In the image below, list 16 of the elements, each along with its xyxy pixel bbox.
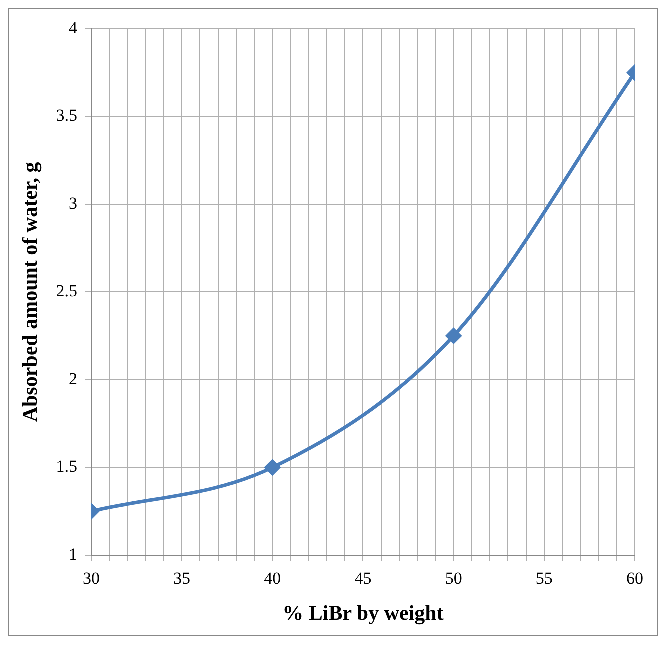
y-tick-label: 2.5 — [56, 282, 78, 301]
x-tick-label: 50 — [445, 569, 462, 588]
y-tick-label: 4 — [68, 18, 78, 38]
x-tick-label: 55 — [536, 569, 553, 588]
y-tick-label: 1.5 — [56, 457, 78, 476]
x-axis-title: % LiBr by weight — [282, 600, 444, 625]
y-tick-label: 3 — [68, 194, 78, 213]
y-tick-label: 1 — [68, 544, 78, 564]
y-axis-title: Absorbed amount of water, g — [18, 162, 42, 422]
x-tick-label: 30 — [82, 569, 100, 588]
x-tick-label: 60 — [626, 569, 644, 588]
x-tick-label: 35 — [174, 569, 191, 588]
x-tick-label: 40 — [264, 569, 282, 588]
y-tick-label: 3.5 — [56, 106, 78, 126]
y-tick-label: 2 — [68, 369, 78, 388]
x-tick-label: 45 — [354, 569, 372, 588]
